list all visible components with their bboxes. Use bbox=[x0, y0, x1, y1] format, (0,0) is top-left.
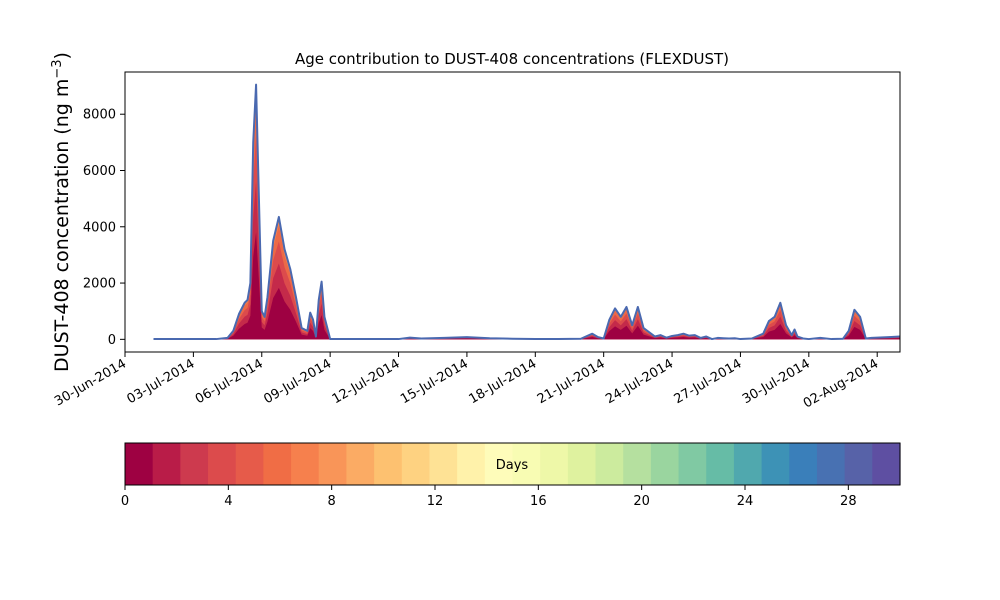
colorbar-segment bbox=[540, 443, 569, 485]
y-tick-label: 4000 bbox=[83, 220, 116, 235]
x-axis-ticks: 30-Jun-201403-Jul-201406-Jul-201409-Jul-… bbox=[52, 352, 881, 412]
colorbar-segment bbox=[346, 443, 375, 485]
plot-frame bbox=[124, 71, 901, 353]
colorbar-segment bbox=[761, 443, 790, 485]
colorbar-segment bbox=[152, 443, 181, 485]
colorbar-segment bbox=[678, 443, 707, 485]
y-tick-label: 6000 bbox=[83, 164, 116, 179]
colorbar-tick-label: 20 bbox=[633, 494, 650, 509]
colorbar-segment bbox=[816, 443, 846, 485]
colorbar-segment bbox=[125, 443, 154, 485]
colorbar-segment bbox=[180, 443, 209, 485]
total-concentration-line bbox=[153, 83, 900, 341]
x-tick-label: 02-Aug-2014 bbox=[801, 356, 881, 411]
y-axis-label-main: DUST-408 concentration (ng m bbox=[51, 79, 73, 372]
colorbar-label: Days bbox=[496, 458, 529, 473]
colorbar-tick-label: 24 bbox=[737, 494, 754, 509]
colorbar-segment bbox=[872, 443, 901, 485]
colorbar-segment bbox=[208, 443, 237, 485]
y-axis-ticks: 0 2000 4000 6000 8000 bbox=[83, 108, 125, 348]
x-tick-label: 12-Jul-2014 bbox=[330, 356, 403, 407]
age-band-area-4 bbox=[153, 84, 900, 340]
colorbar-segment bbox=[291, 443, 320, 485]
x-tick-label: 18-Jul-2014 bbox=[466, 356, 539, 407]
colorbar-segment bbox=[706, 443, 735, 485]
colorbar-segment bbox=[484, 443, 514, 485]
y-tick-label: 0 bbox=[108, 333, 116, 348]
colorbar-ticks: 0 4 8 12 16 20 24 28 bbox=[121, 485, 857, 509]
colorbar-tick-label: 0 bbox=[121, 494, 129, 509]
colorbar-segment bbox=[623, 443, 652, 485]
data-layer bbox=[153, 83, 900, 341]
x-tick-label: 24-Jul-2014 bbox=[603, 356, 676, 407]
colorbar-segment bbox=[318, 443, 348, 485]
colorbar-segment bbox=[512, 443, 541, 485]
y-axis-label: DUST-408 concentration (ng m−3) bbox=[50, 52, 74, 372]
colorbar-segment bbox=[650, 443, 680, 485]
chart-title: Age contribution to DUST-408 concentrati… bbox=[295, 50, 729, 68]
colorbar-segment bbox=[263, 443, 292, 485]
colorbar-segment bbox=[401, 443, 431, 485]
colorbar-tick-label: 28 bbox=[840, 494, 857, 509]
colorbar-tick-label: 8 bbox=[328, 494, 336, 509]
age-band-area-3 bbox=[153, 102, 900, 340]
y-tick-label: 8000 bbox=[83, 108, 116, 123]
colorbar bbox=[125, 443, 901, 485]
colorbar-segment bbox=[567, 443, 597, 485]
y-tick-label: 2000 bbox=[83, 277, 116, 292]
x-tick-label: 15-Jul-2014 bbox=[398, 356, 471, 407]
colorbar-segment bbox=[733, 443, 763, 485]
y-axis-label-exponent: −3 bbox=[50, 59, 65, 78]
x-tick-label: 03-Jul-2014 bbox=[125, 356, 198, 407]
colorbar-segment bbox=[457, 443, 486, 485]
colorbar-segment bbox=[374, 443, 403, 485]
colorbar-segment bbox=[844, 443, 873, 485]
x-tick-label: 06-Jul-2014 bbox=[193, 356, 266, 407]
x-tick-label: 09-Jul-2014 bbox=[261, 356, 334, 407]
colorbar-segment bbox=[429, 443, 458, 485]
colorbar-segment bbox=[595, 443, 624, 485]
colorbar-segment bbox=[789, 443, 818, 485]
colorbar-tick-label: 4 bbox=[224, 494, 232, 509]
colorbar-tick-label: 12 bbox=[427, 494, 444, 509]
colorbar-tick-label: 16 bbox=[530, 494, 547, 509]
colorbar-frame bbox=[124, 442, 901, 486]
y-axis-label-close: ) bbox=[51, 52, 73, 59]
colorbar-segment bbox=[235, 443, 264, 485]
x-tick-label: 27-Jul-2014 bbox=[672, 356, 745, 407]
x-tick-label: 21-Jul-2014 bbox=[535, 356, 608, 407]
